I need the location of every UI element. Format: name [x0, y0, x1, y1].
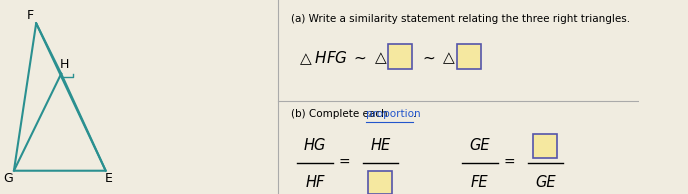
Text: ~: ~	[354, 51, 367, 66]
FancyBboxPatch shape	[457, 44, 481, 69]
Text: proportion: proportion	[367, 109, 421, 119]
Text: FE: FE	[471, 175, 488, 190]
Text: .: .	[413, 109, 416, 119]
Text: (b) Complete each: (b) Complete each	[291, 109, 391, 119]
Text: G: G	[3, 172, 13, 185]
FancyBboxPatch shape	[388, 44, 413, 69]
Text: $\triangle$HFG: $\triangle$HFG	[297, 49, 348, 67]
Text: =: =	[504, 156, 515, 170]
Text: E: E	[105, 172, 112, 185]
FancyBboxPatch shape	[533, 134, 557, 158]
Text: HG: HG	[303, 138, 326, 153]
Text: ~: ~	[422, 51, 435, 66]
Text: $\triangle$: $\triangle$	[440, 50, 457, 66]
Text: HE: HE	[371, 138, 391, 153]
Text: F: F	[27, 9, 34, 22]
Text: (a) Write a similarity statement relating the three right triangles.: (a) Write a similarity statement relatin…	[291, 14, 630, 24]
FancyBboxPatch shape	[367, 171, 392, 194]
Text: GE: GE	[535, 175, 556, 190]
Text: HF: HF	[305, 175, 325, 190]
Text: H: H	[59, 57, 69, 71]
Text: $\triangle$: $\triangle$	[372, 50, 388, 66]
Text: =: =	[339, 156, 351, 170]
Text: GE: GE	[470, 138, 491, 153]
